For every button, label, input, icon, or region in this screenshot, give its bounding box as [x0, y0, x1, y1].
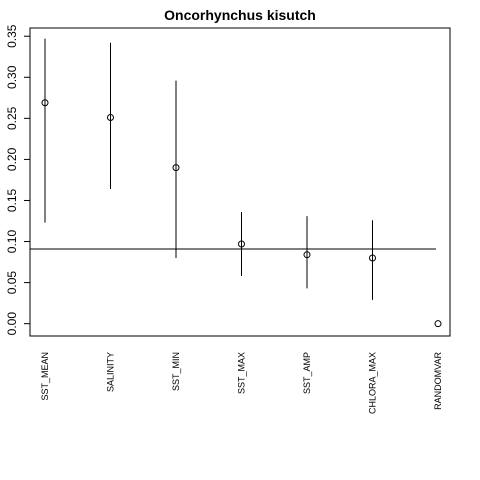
- data-point: [41, 99, 49, 107]
- plot-frame-layer: [29, 27, 451, 337]
- x-category-label: SALINITY: [106, 352, 116, 392]
- data-point: [107, 114, 114, 122]
- x-category-label: SST_MIN: [171, 352, 181, 391]
- data-point: [434, 320, 442, 328]
- data-point: [303, 251, 311, 259]
- y-tick-label: 0.00: [5, 312, 19, 336]
- y-tick-label: 0.15: [5, 188, 19, 212]
- y-tick-label: 0.05: [5, 271, 19, 295]
- y-axis: 0.00 0.05 0.10 0.15 0.20 0.25 0.30 0.35: [5, 24, 30, 335]
- y-tick-label: 0.20: [5, 147, 19, 171]
- data-point: [172, 164, 180, 172]
- y-tick-label: 0.35: [5, 24, 19, 48]
- x-category-label: SST_MEAN: [40, 352, 50, 401]
- data-point: [369, 254, 376, 262]
- y-tick-label: 0.25: [5, 106, 19, 130]
- x-category-label: RANDOMVAR: [433, 352, 443, 410]
- x-category-label: SST_AMP: [302, 352, 312, 394]
- x-axis: SST_MEAN SALINITY SST_MIN SST_MAX SST_AMP CHL…: [40, 352, 443, 415]
- data-point: [238, 240, 245, 248]
- x-category-label: SST_MAX: [237, 352, 247, 394]
- chart-title: Oncorhynchus kisutch: [164, 7, 316, 23]
- y-tick-label: 0.30: [5, 65, 19, 89]
- error-bar-layer: [44, 38, 373, 300]
- y-tick-label: 0.10: [5, 230, 19, 254]
- plot-frame: [29, 27, 451, 337]
- x-category-label: CHLORA_MAX: [368, 352, 378, 414]
- point-layer: [41, 99, 442, 328]
